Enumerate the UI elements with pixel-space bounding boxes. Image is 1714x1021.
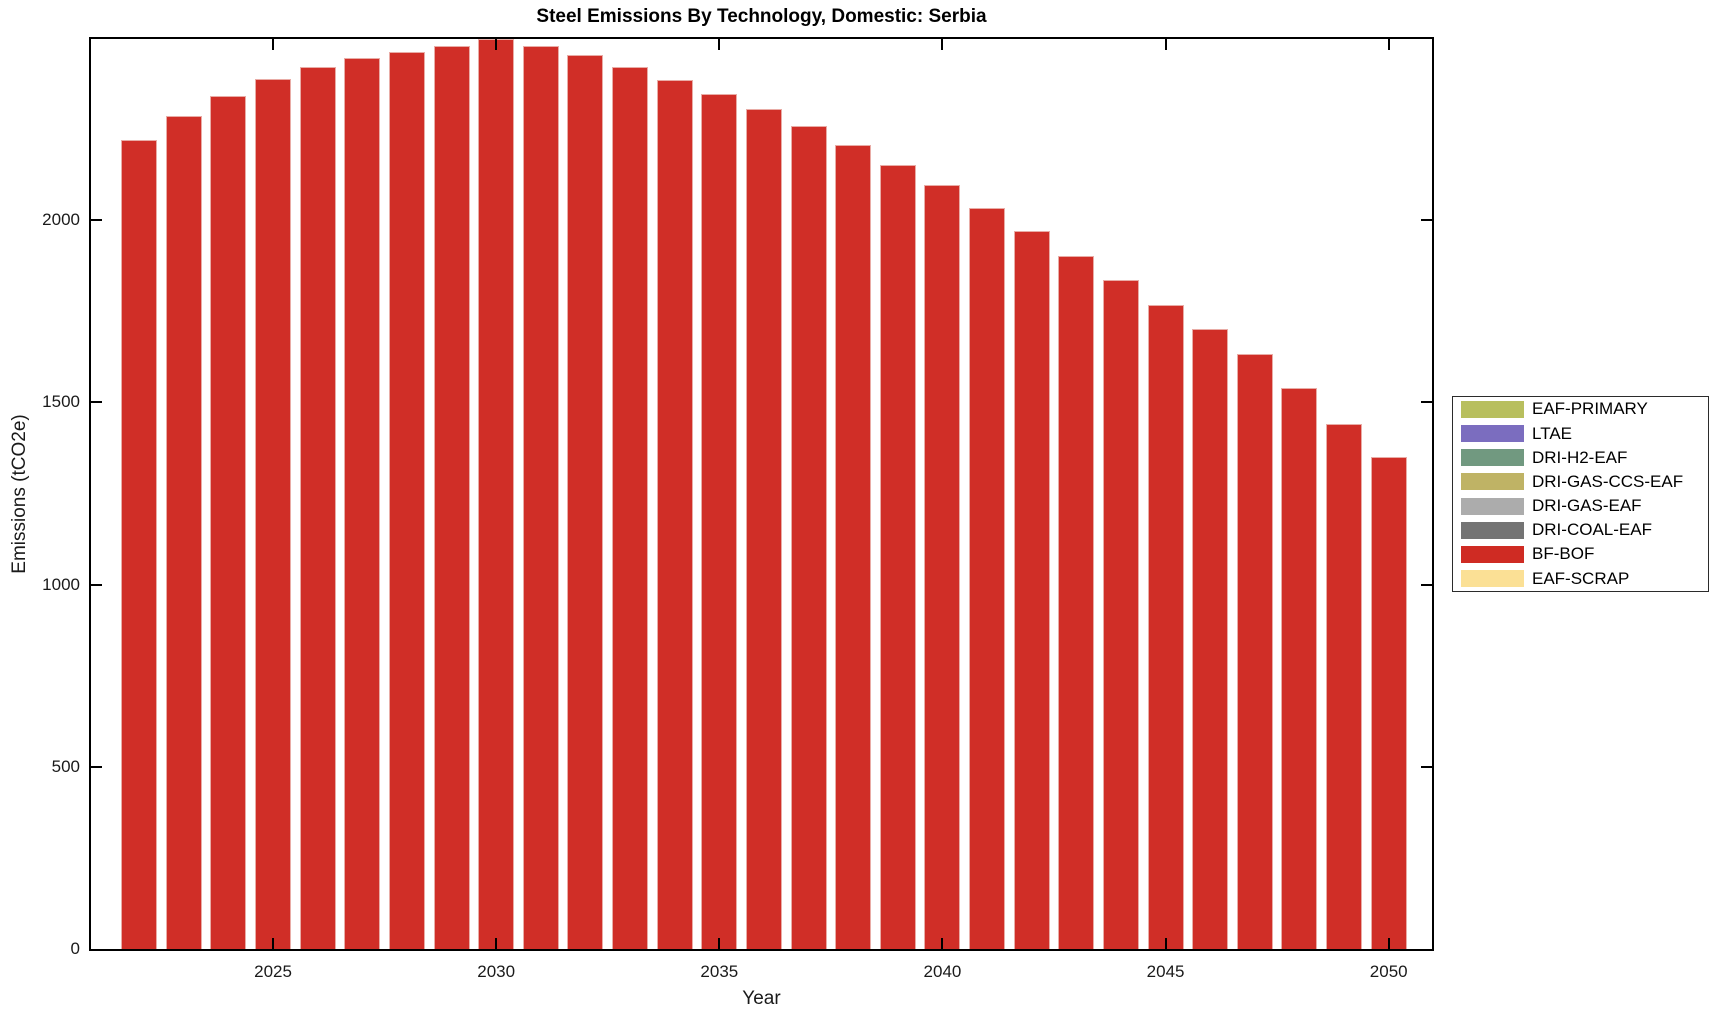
y-tick-right <box>1421 401 1432 404</box>
legend-swatch <box>1461 497 1524 515</box>
bar-2032 <box>567 55 604 949</box>
legend-label: BF-BOF <box>1532 544 1595 564</box>
bar-2024 <box>210 95 247 949</box>
x-tick-bottom <box>495 938 498 949</box>
y-tick-label: 0 <box>70 939 80 958</box>
bar-2030 <box>478 39 515 949</box>
x-tick-top <box>941 39 944 50</box>
x-tick-bottom <box>941 938 944 949</box>
legend-item: DRI-H2-EAF <box>1461 446 1708 470</box>
bar-2045 <box>1147 304 1184 949</box>
x-tick-top <box>272 39 275 50</box>
legend-swatch <box>1461 545 1524 563</box>
legend-swatch <box>1461 521 1524 539</box>
bar-2038 <box>835 145 872 949</box>
x-tick-label: 2025 <box>254 962 292 981</box>
bar-2037 <box>790 126 827 949</box>
y-tick-label: 1500 <box>42 392 80 412</box>
x-tick-top <box>1164 39 1167 50</box>
y-tick-left <box>91 583 102 586</box>
bar-2047 <box>1236 353 1273 949</box>
x-tick-top <box>718 39 721 50</box>
y-axis-label: Emissions (tCO2e) <box>9 414 30 574</box>
y-tick-label: 2000 <box>42 210 80 230</box>
y-tick-right <box>1421 765 1432 768</box>
y-tick-label: 1000 <box>42 574 80 594</box>
y-tick-right <box>1421 583 1432 586</box>
legend-item: DRI-GAS-CCS-EAF <box>1461 470 1708 494</box>
legend-item: EAF-PRIMARY <box>1461 397 1708 421</box>
x-tick-top <box>495 39 498 50</box>
bar-2023 <box>165 115 202 949</box>
legend-label: EAF-SCRAP <box>1532 568 1630 588</box>
legend-label: DRI-COAL-EAF <box>1532 520 1652 540</box>
x-tick-label: 2045 <box>1146 962 1185 981</box>
legend-swatch <box>1461 570 1524 588</box>
y-tick-left <box>91 765 102 768</box>
chart-title: Steel Emissions By Technology, Domestic:… <box>536 6 987 27</box>
x-axis-label: Year <box>742 988 781 1009</box>
x-tick-bottom <box>1164 938 1167 949</box>
bar-2028 <box>388 52 425 949</box>
bar-2026 <box>299 67 336 949</box>
x-tick-bottom <box>272 938 275 949</box>
bar-2031 <box>522 45 559 949</box>
legend-swatch <box>1461 425 1524 443</box>
bar-2043 <box>1058 255 1095 949</box>
legend-item: DRI-GAS-EAF <box>1461 494 1708 518</box>
y-tick-label: 500 <box>51 756 80 776</box>
x-tick-label: 2030 <box>477 962 516 981</box>
legend-label: DRI-H2-EAF <box>1532 447 1628 467</box>
y-tick-left <box>91 219 102 222</box>
x-tick-top <box>1387 39 1390 50</box>
bar-2041 <box>969 208 1006 949</box>
x-tick-bottom <box>1387 938 1390 949</box>
bar-2040 <box>924 185 961 949</box>
legend-label: DRI-GAS-EAF <box>1532 496 1642 516</box>
legend-label: DRI-GAS-CCS-EAF <box>1532 471 1684 491</box>
y-tick-left <box>91 401 102 404</box>
bar-2022 <box>121 139 158 949</box>
bar-2049 <box>1326 423 1363 949</box>
legend: EAF-PRIMARY LTAE DRI-H2-EAF DRI-GAS-CCS-EAF… <box>1452 396 1709 592</box>
plot-area <box>89 37 1434 951</box>
bar-2039 <box>879 164 916 949</box>
legend-item: LTAE <box>1461 421 1708 445</box>
legend-swatch <box>1461 473 1524 491</box>
legend-item: DRI-COAL-EAF <box>1461 518 1708 542</box>
bar-2036 <box>745 109 782 949</box>
bar-2033 <box>612 67 649 949</box>
bar-2034 <box>656 79 693 949</box>
bar-2042 <box>1013 231 1050 949</box>
bar-2029 <box>433 45 470 949</box>
legend-label: LTAE <box>1532 423 1572 443</box>
legend-item: BF-BOF <box>1461 542 1708 566</box>
bar-2050 <box>1370 457 1407 949</box>
legend-swatch <box>1461 400 1524 418</box>
legend-swatch <box>1461 449 1524 467</box>
bar-2035 <box>701 94 738 949</box>
x-tick-bottom <box>718 938 721 949</box>
x-tick-label: 2040 <box>923 962 962 981</box>
bar-2046 <box>1192 329 1229 949</box>
bar-2048 <box>1281 387 1318 949</box>
bar-2025 <box>255 78 292 949</box>
bar-2027 <box>344 58 381 949</box>
x-tick-label: 2050 <box>1369 962 1408 981</box>
bar-2044 <box>1102 279 1139 949</box>
x-tick-label: 2035 <box>700 962 739 981</box>
y-tick-right <box>1421 219 1432 222</box>
legend-label: EAF-PRIMARY <box>1532 399 1648 419</box>
legend-item: EAF-SCRAP <box>1461 567 1708 591</box>
